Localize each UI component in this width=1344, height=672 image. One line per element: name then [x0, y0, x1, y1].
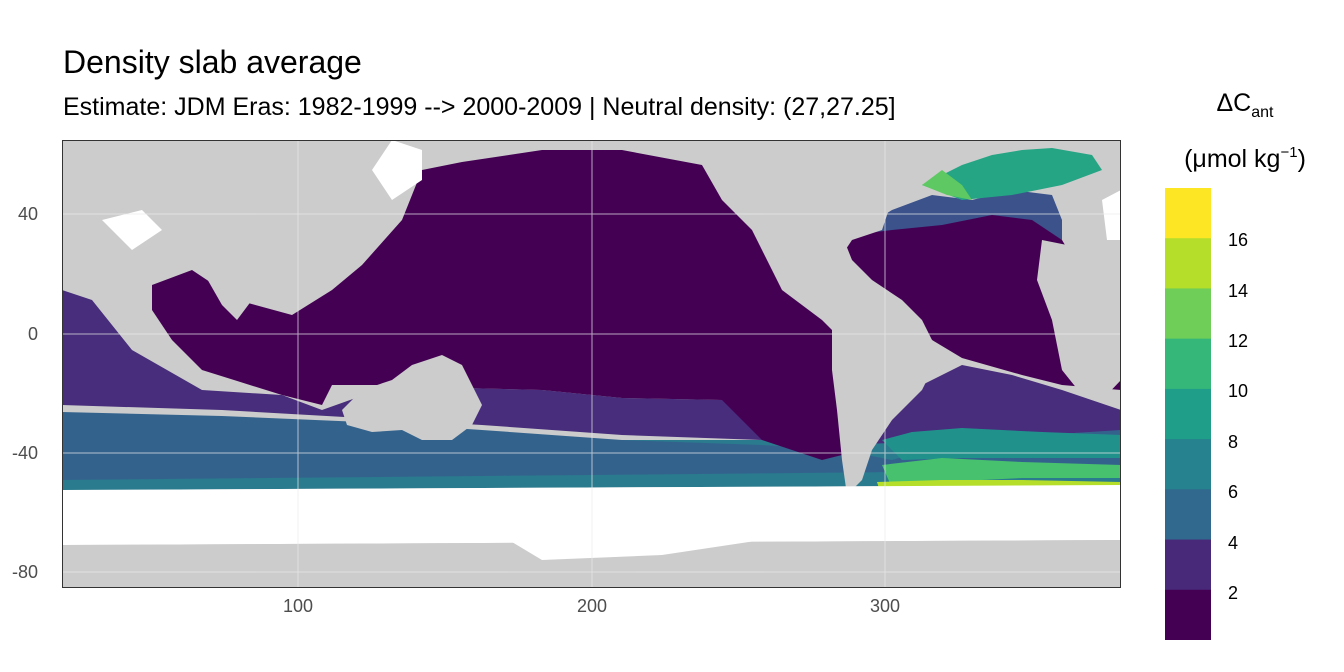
legend-swatch	[1165, 388, 1211, 440]
legend-swatch	[1165, 288, 1211, 340]
land-africa	[1037, 240, 1121, 400]
legend-swatch	[1165, 589, 1211, 640]
x-tick-label: 100	[282, 596, 314, 616]
y-tick-label: 40	[17, 204, 38, 224]
land-india	[202, 265, 252, 320]
ocean-band-0-pacific	[152, 150, 862, 460]
land-north-america	[702, 160, 892, 300]
legend-swatch	[1165, 489, 1211, 541]
legend-title-symbol: ΔC	[1216, 89, 1252, 117]
land-australia	[342, 355, 482, 440]
legend-unit-superscript: −1	[1280, 144, 1298, 161]
legend-swatch	[1165, 439, 1211, 490]
legend-swatch	[1165, 238, 1211, 289]
legend-unit-prefix: (μmol kg	[1184, 145, 1281, 173]
ocean-band-north-atlantic-12	[922, 170, 972, 200]
no-data-north-1	[102, 210, 162, 250]
no-data-ross	[492, 525, 762, 560]
legend-swatch	[1165, 338, 1211, 390]
x-tick-label: 200	[576, 596, 608, 616]
ocean-band-north-atlantic-10	[922, 148, 1102, 200]
legend-unit-suffix: )	[1297, 145, 1306, 173]
legend-swatch	[1165, 188, 1211, 239]
panel-border	[62, 140, 1121, 588]
land-south-america	[832, 310, 942, 495]
legend-unit: (μmol kg−1)	[1150, 138, 1340, 174]
legend-colorbar	[1165, 188, 1211, 640]
y-tick-label: -40	[11, 443, 38, 463]
legend-label: 10	[1228, 381, 1249, 401]
ocean-band-south-atlantic-8	[882, 428, 1121, 460]
legend-label: 8	[1228, 432, 1239, 452]
no-data-north-2	[1102, 190, 1121, 240]
legend-label: 6	[1228, 482, 1239, 502]
y-tick-label: 0	[27, 324, 38, 344]
legend-label: 4	[1228, 533, 1239, 553]
legend-label: 14	[1228, 281, 1249, 301]
legend-swatch	[1165, 539, 1211, 591]
y-tick-label: -80	[11, 562, 38, 582]
map-panel	[62, 140, 1121, 588]
ocean-band-north-atlantic-4	[852, 190, 1062, 240]
legend-label: 16	[1228, 230, 1249, 250]
legend-label: 12	[1228, 331, 1249, 351]
x-tick-label: 300	[869, 596, 901, 616]
legend-title: ΔCant	[1150, 88, 1340, 128]
legend-label: 2	[1228, 583, 1239, 603]
chart-title: Density slab average	[63, 44, 362, 80]
legend-title-subscript: ant	[1251, 104, 1274, 121]
grid-lines	[62, 140, 1121, 588]
chart-subtitle: Estimate: JDM Eras: 1982-1999 --> 2000-2…	[63, 93, 896, 121]
no-data-arctic	[372, 140, 422, 200]
